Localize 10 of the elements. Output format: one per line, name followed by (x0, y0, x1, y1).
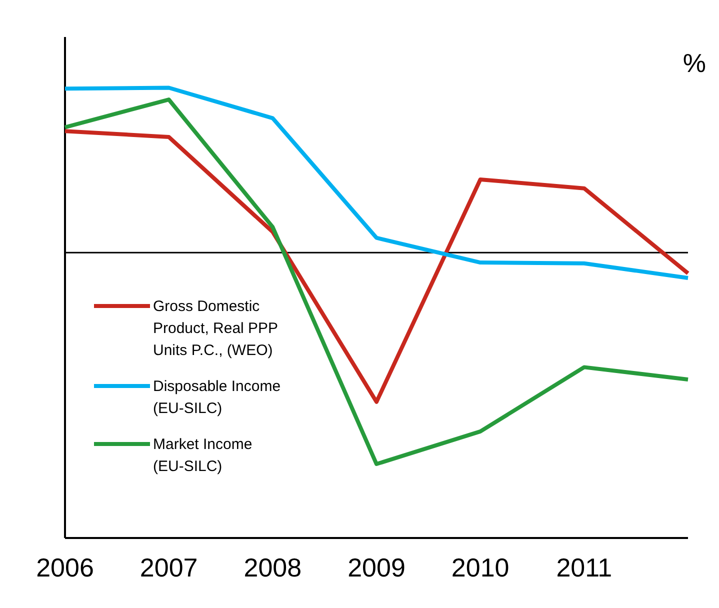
legend-label: Market Income (EU-SILC) (153, 435, 254, 477)
x-tick-label: 2009 (348, 552, 406, 582)
x-tick-label: 2007 (140, 552, 198, 582)
legend-label: Disposable Income (EU-SILC) (153, 377, 282, 419)
x-tick-label: 2008 (244, 552, 302, 582)
legend-label: Gross Domestic Product, Real PPP Units P.C., (WEO) (153, 297, 279, 361)
x-tick-label: 2006 (36, 552, 94, 582)
x-tick-label: 2010 (451, 552, 510, 582)
x-tick-label: 2011 (556, 552, 612, 582)
text: % (682, 48, 706, 79)
